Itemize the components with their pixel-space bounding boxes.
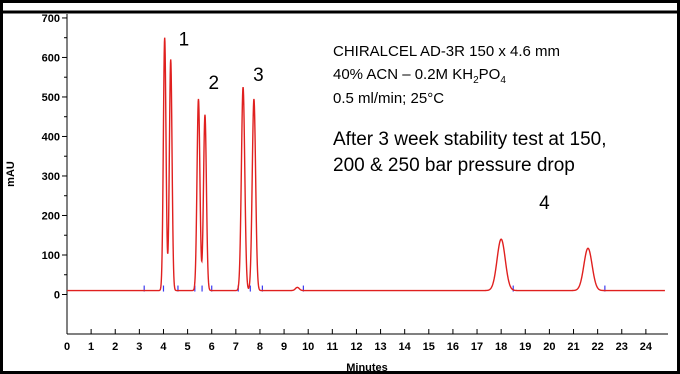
x-tick-label: 3	[136, 341, 142, 353]
x-tick-label: 14	[399, 341, 412, 353]
y-tick-label: 500	[42, 92, 60, 104]
x-tick-label: 21	[567, 341, 579, 353]
mobile-phase-main: 40% ACN – 0.2M KH	[333, 66, 473, 83]
y-tick-label: 300	[42, 171, 60, 183]
x-tick-label: 6	[209, 341, 215, 353]
mobile-phase-po: PO	[479, 66, 501, 83]
x-tick-label: 12	[350, 341, 362, 353]
mobile-phase-info: 40% ACN – 0.2M KH2PO4	[333, 66, 506, 86]
x-tick-label: 1	[88, 341, 94, 353]
peak-label: 1	[179, 30, 190, 51]
flow-info: 0.5 ml/min; 25°C	[333, 90, 444, 107]
y-tick-label: 600	[42, 52, 60, 64]
mobile-phase-sub-4: 4	[500, 75, 506, 86]
x-tick-label: 20	[543, 341, 555, 353]
x-tick-label: 7	[233, 341, 239, 353]
x-tick-label: 10	[302, 341, 314, 353]
stability-test-line-1: After 3 week stability test at 150,	[333, 129, 607, 150]
x-tick-label: 13	[374, 341, 386, 353]
y-tick-label: 200	[42, 210, 60, 222]
x-tick-label: 24	[640, 341, 653, 353]
x-tick-label: 15	[423, 341, 435, 353]
x-tick-label: 17	[471, 341, 483, 353]
x-tick-label: 11	[326, 341, 338, 353]
x-tick-label: 0	[64, 341, 70, 353]
x-tick-label: 22	[592, 341, 604, 353]
x-tick-label: 19	[519, 341, 531, 353]
x-tick-label: 16	[447, 341, 459, 353]
peak-label: 4	[539, 193, 550, 214]
x-tick-label: 18	[495, 341, 507, 353]
x-tick-label: 23	[616, 341, 628, 353]
x-axis-title: Minutes	[346, 362, 388, 374]
x-tick-label: 8	[257, 341, 263, 353]
y-axis-title: mAU	[5, 161, 17, 187]
y-tick-label: 0	[54, 289, 60, 301]
x-tick-label: 2	[112, 341, 118, 353]
peak-label: 3	[253, 65, 264, 86]
column-info: CHIRALCEL AD-3R 150 x 4.6 mm	[333, 43, 560, 60]
chromatogram-trace	[67, 37, 665, 292]
y-tick-label: 400	[42, 131, 60, 143]
x-tick-label: 4	[160, 341, 167, 353]
mobile-phase-sub-2: 2	[473, 75, 479, 86]
stability-test-line-2: 200 & 250 bar pressure drop	[333, 155, 575, 176]
x-tick-label: 5	[185, 341, 191, 353]
x-tick-label: 9	[281, 341, 287, 353]
peak-label: 2	[208, 73, 219, 94]
y-tick-label: 700	[42, 13, 60, 25]
y-tick-label: 100	[42, 250, 60, 262]
